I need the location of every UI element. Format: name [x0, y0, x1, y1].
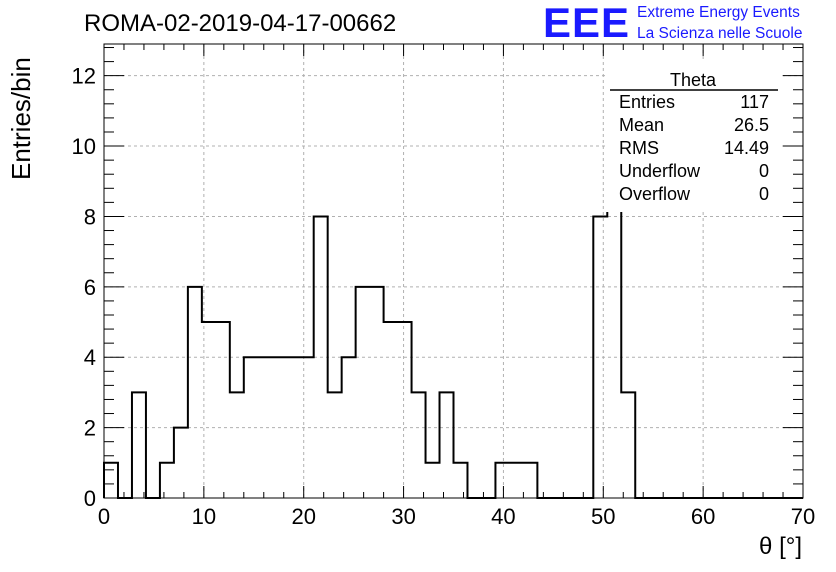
histogram-bin: [188, 287, 202, 498]
stats-box-background: [606, 62, 780, 212]
histogram-bin: [509, 463, 523, 498]
histogram-bin: [370, 287, 384, 498]
histogram-bin: [356, 287, 370, 498]
logo-line-2: La Scienza nelle Scuole: [637, 25, 803, 42]
stats-value-mean: 26.5: [733, 115, 769, 135]
stats-label-mean: Mean: [619, 115, 665, 135]
stats-label-overflow: Overflow: [619, 184, 691, 204]
histogram-bin: [132, 392, 146, 498]
x-tick-label: 70: [791, 504, 815, 529]
histogram-bin: [593, 216, 607, 498]
histogram-bin: [412, 392, 426, 498]
histogram-bin: [230, 392, 244, 498]
histogram-bin: [384, 322, 398, 498]
histogram-bin: [621, 392, 635, 498]
y-tick-label: 6: [84, 275, 96, 300]
y-tick-label: 2: [84, 416, 96, 441]
y-tick-label: 10: [72, 134, 96, 159]
histogram-bin: [523, 463, 537, 498]
x-tick-label: 50: [591, 504, 615, 529]
histogram-outline: [103, 74, 803, 499]
stats-label-entries: Entries: [619, 92, 676, 112]
histogram-bin: [160, 463, 174, 498]
stats-label-rms: RMS: [619, 138, 659, 158]
x-tick-label: 10: [192, 504, 216, 529]
y-tick-label: 12: [72, 64, 96, 89]
histogram-bin: [216, 322, 230, 498]
x-tick-label: 30: [391, 504, 415, 529]
histogram-bin: [328, 392, 342, 498]
y-tick-label: 4: [84, 345, 96, 370]
stats-label-underflow: Underflow: [619, 161, 701, 181]
stats-box-title: Theta: [669, 70, 717, 90]
histogram-bin: [398, 322, 412, 498]
y-axis-label: Entries/bin: [6, 57, 36, 180]
logo-line-1: Extreme Energy Events: [637, 4, 800, 21]
histogram-bin: [440, 392, 454, 498]
eee-logo: EEE: [543, 0, 631, 46]
stats-value-rms: 14.49: [723, 138, 769, 158]
histogram-bin: [258, 357, 272, 498]
x-tick-label: 60: [691, 504, 715, 529]
x-tick-label: 40: [491, 504, 515, 529]
y-tick-label: 0: [84, 486, 96, 511]
histogram-bin: [300, 357, 314, 498]
histogram-bin: [426, 463, 440, 498]
histogram-bin: [454, 463, 468, 498]
stats-value-overflow: 0: [758, 184, 769, 204]
y-tick-label: 8: [84, 204, 96, 229]
stats-value-entries: 117: [740, 92, 769, 112]
chart-title: ROMA-02-2019-04-17-00662: [84, 10, 397, 37]
histogram-bin: [342, 357, 356, 498]
x-tick-label: 20: [291, 504, 315, 529]
plot-frame: [103, 43, 804, 499]
x-axis-label: θ [°]: [759, 533, 802, 560]
histogram-bin: [495, 463, 509, 498]
histogram-bin: [104, 463, 118, 498]
stats-value-underflow: 0: [758, 161, 769, 181]
histogram-bin: [174, 428, 188, 498]
x-tick-label: 0: [98, 504, 110, 529]
